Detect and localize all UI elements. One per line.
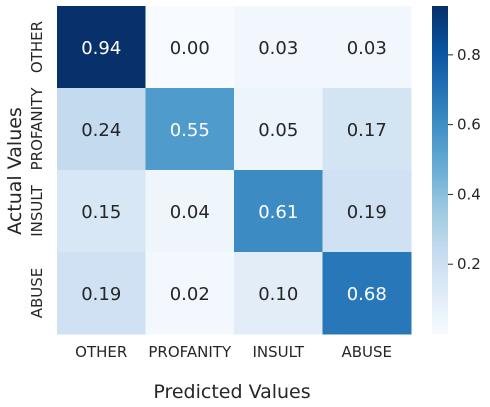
x-tick-label: INSULT xyxy=(252,343,304,361)
x-tick-label: PROFANITY xyxy=(148,343,232,361)
colorbar-gradient xyxy=(432,6,448,334)
cell-value-label: 0.05 xyxy=(258,120,298,141)
heatmap-cell xyxy=(234,252,323,335)
y-tick-label: PROFANITY xyxy=(28,87,46,171)
y-axis-label: Actual Values xyxy=(4,107,26,235)
y-tick-label: OTHER xyxy=(28,21,46,73)
heatmap-cell xyxy=(145,6,235,89)
cell-value-label: 0.19 xyxy=(81,284,121,305)
cell-value-label: 0.19 xyxy=(347,202,387,223)
colorbar-tick-label: 0.8 xyxy=(457,46,481,64)
y-tick-labels: OTHER PROFANITY INSULT ABUSE xyxy=(28,21,46,318)
x-tick-labels: OTHER PROFANITY INSULT ABUSE xyxy=(75,343,392,361)
heatmap-cells xyxy=(57,6,412,335)
heatmap-cell xyxy=(322,170,412,253)
cell-value-label: 0.55 xyxy=(170,120,210,141)
heatmap-cell xyxy=(57,170,146,253)
x-tick-label: ABUSE xyxy=(341,343,392,361)
x-tick-label: OTHER xyxy=(75,343,127,361)
cell-value-label: 0.00 xyxy=(170,38,210,59)
y-tick-label: INSULT xyxy=(28,184,46,236)
heatmap-cell xyxy=(322,252,412,335)
heatmap-cell xyxy=(234,170,323,253)
heatmap-cell-labels: 0.94 0.00 0.03 0.03 0.24 0.55 0.05 0.17 0.15 0.04… xyxy=(81,38,387,305)
cell-value-label: 0.24 xyxy=(81,120,121,141)
colorbar: 0.2 0.4 0.6 0.8 xyxy=(432,6,481,334)
heatmap-cell xyxy=(57,88,146,171)
heatmap-cell xyxy=(145,88,235,171)
heatmap-cell xyxy=(57,6,146,89)
cell-value-label: 0.02 xyxy=(170,284,210,305)
colorbar-tick-label: 0.6 xyxy=(457,116,481,134)
colorbar-tick-label: 0.2 xyxy=(457,255,481,273)
cell-value-label: 0.04 xyxy=(170,202,210,223)
heatmap-cell xyxy=(322,6,412,89)
heatmap-cell xyxy=(57,252,146,335)
y-tick-label: ABUSE xyxy=(28,268,46,319)
heatmap-cell xyxy=(145,252,235,335)
cell-value-label: 0.15 xyxy=(81,202,121,223)
cell-value-label: 0.61 xyxy=(258,202,298,223)
cell-value-label: 0.03 xyxy=(258,38,298,59)
x-axis-label: Predicted Values xyxy=(153,381,310,403)
heatmap-cell xyxy=(234,6,323,89)
heatmap-cell xyxy=(145,170,235,253)
cell-value-label: 0.03 xyxy=(347,38,387,59)
cell-value-label: 0.68 xyxy=(347,284,387,305)
heatmap-cell xyxy=(322,88,412,171)
cell-value-label: 0.94 xyxy=(81,38,121,59)
heatmap-cell xyxy=(234,88,323,171)
cell-value-label: 0.10 xyxy=(258,284,298,305)
cell-value-label: 0.17 xyxy=(347,120,387,141)
colorbar-tick-label: 0.4 xyxy=(457,185,481,203)
